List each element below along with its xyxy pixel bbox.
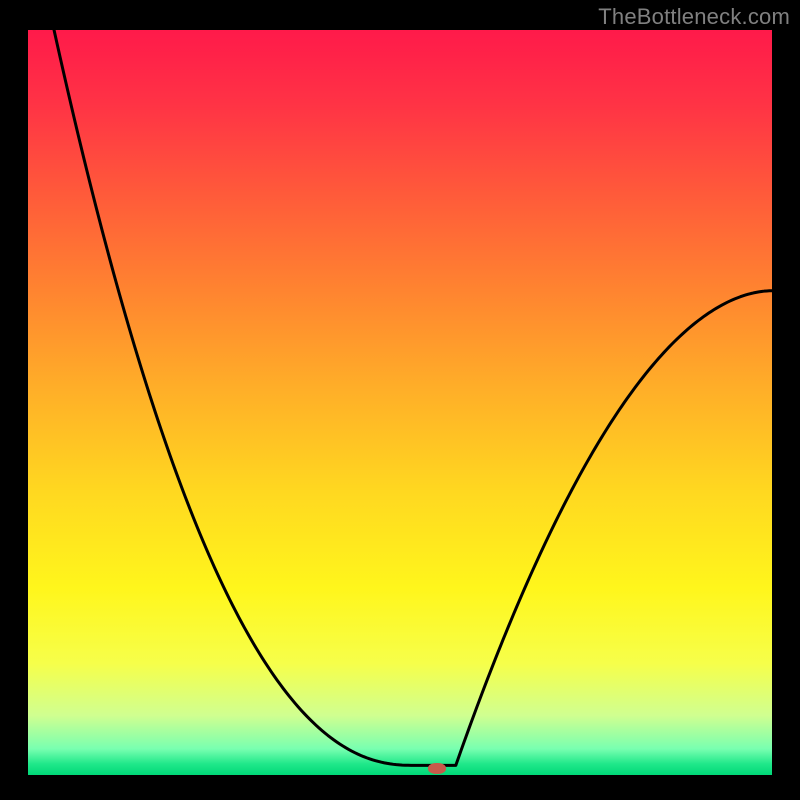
chart-container: TheBottleneck.com xyxy=(0,0,800,800)
bottleneck-marker xyxy=(428,763,446,774)
bottleneck-curve xyxy=(28,30,772,775)
plot-area xyxy=(28,30,772,775)
watermark-text: TheBottleneck.com xyxy=(598,4,790,30)
